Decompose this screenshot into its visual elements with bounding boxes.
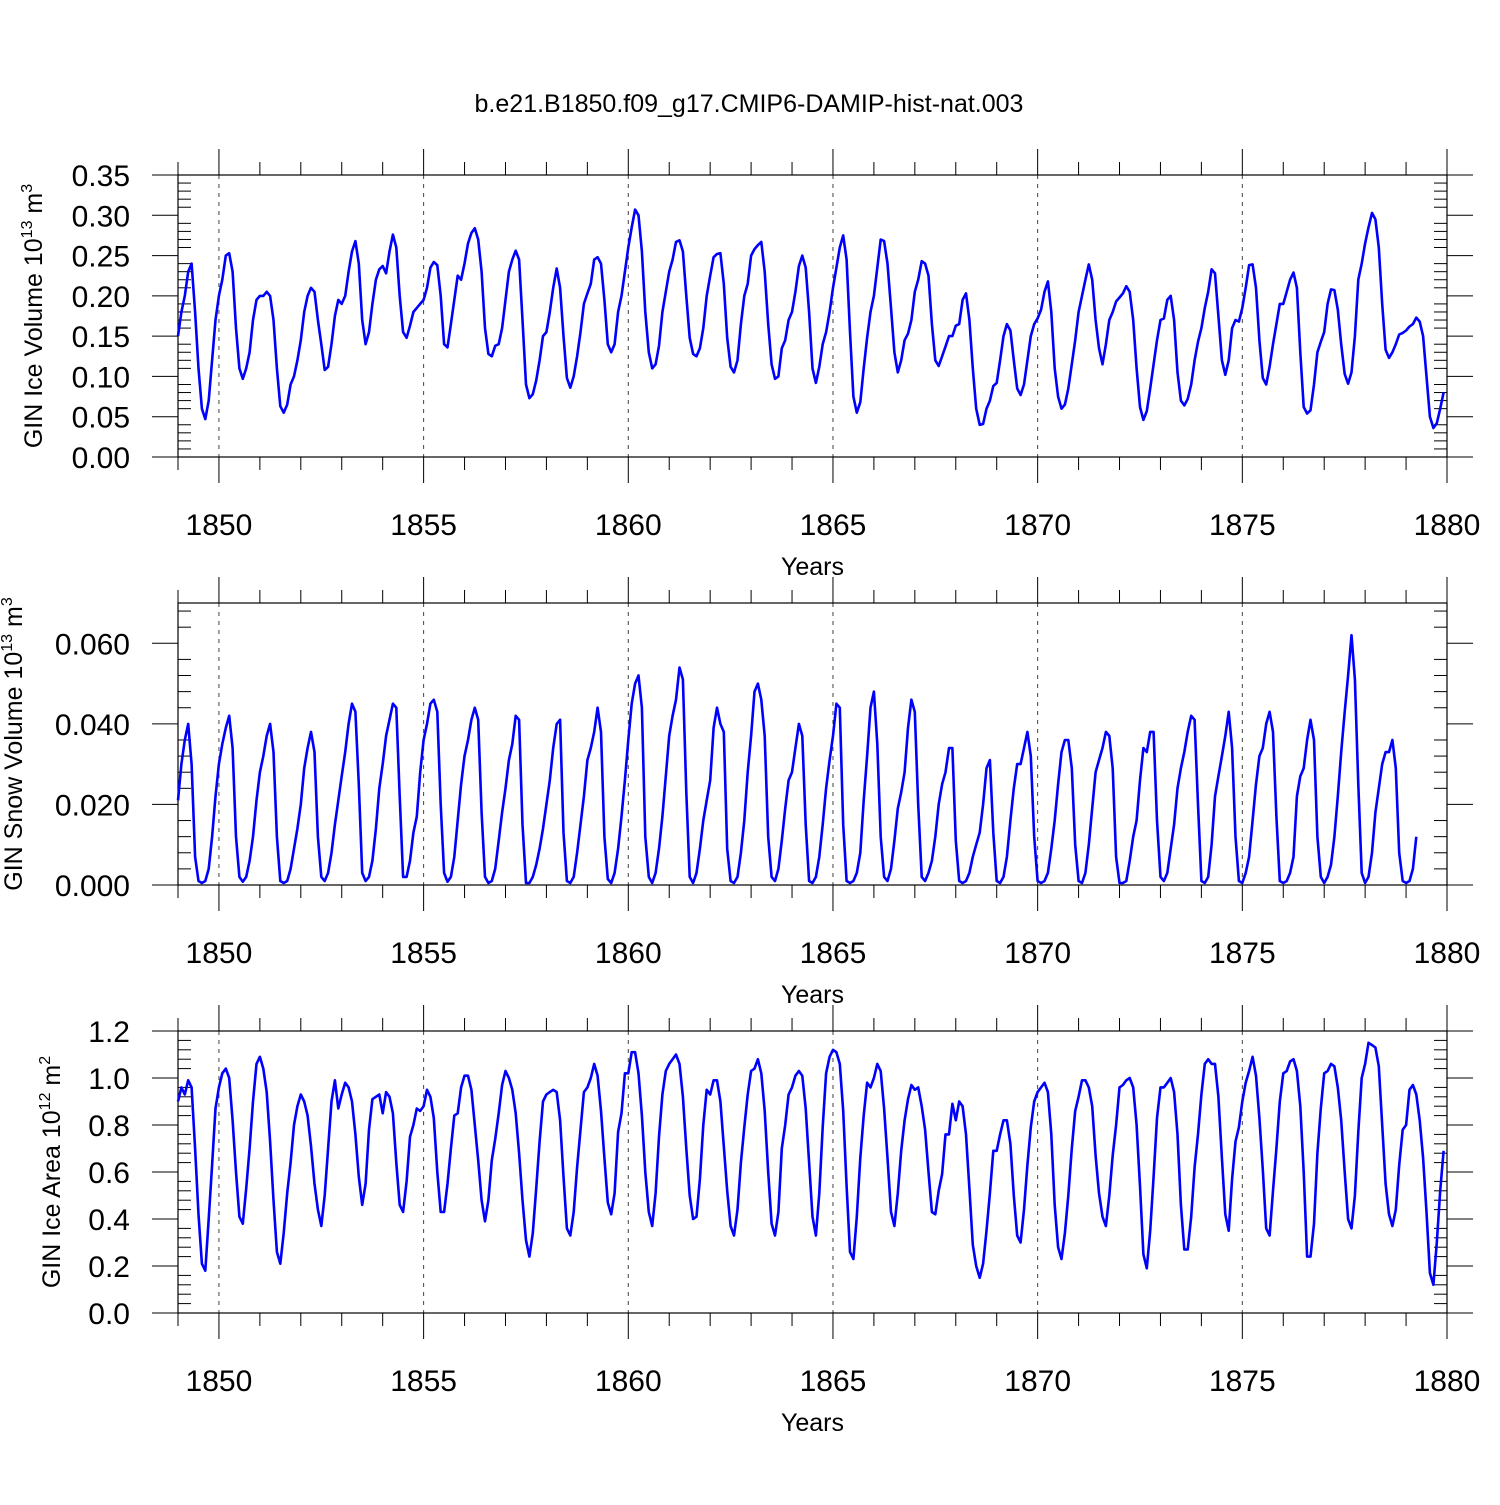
- y-axis-title-exponent: 12: [37, 1092, 54, 1110]
- x-axis-title: Years: [781, 981, 844, 1009]
- x-tick-label: 1855: [390, 937, 457, 970]
- x-tick-label: 1875: [1209, 1365, 1276, 1398]
- x-tick-label: 1870: [1004, 937, 1071, 970]
- chart-panel-3: 1850 1855 1860 1865 1870 1875 1880 0.0 0.2 0.4 0.6…: [37, 1005, 1480, 1437]
- x-axis-title: Years: [781, 553, 844, 581]
- y-axis-title-unit-exponent: 3: [19, 184, 36, 193]
- x-tick-label: 1865: [800, 509, 867, 542]
- x-axis-title: Years: [781, 1409, 844, 1437]
- series-line-1: [176, 208, 1445, 430]
- y-axis-title-main: GIN Snow Volume 10: [0, 652, 28, 891]
- y-tick-label: 0.10: [72, 361, 130, 394]
- y-tick-label: 0.05: [72, 402, 130, 435]
- y-tick-label: 0.060: [55, 628, 130, 661]
- y-tick-label: 0.2: [88, 1251, 130, 1284]
- y-tick-label: 0.20: [72, 281, 130, 314]
- y-tick-label: 0.020: [55, 789, 130, 822]
- x-tick-label: 1860: [595, 937, 662, 970]
- x-tick-label: 1875: [1209, 937, 1276, 970]
- y-tick-label: 0.35: [72, 160, 130, 193]
- x-tick-label: 1880: [1414, 1365, 1481, 1398]
- y-axis-title-unit-exponent: 2: [37, 1056, 54, 1065]
- x-tick-label: 1870: [1004, 509, 1071, 542]
- y-tick-label: 0.4: [88, 1204, 130, 1237]
- x-tick-label: 1865: [800, 937, 867, 970]
- y-axis-title-unit: m: [38, 1065, 66, 1093]
- x-tick-label: 1880: [1414, 937, 1481, 970]
- x-tick-label: 1850: [186, 1365, 253, 1398]
- y-tick-label: 0.040: [55, 709, 130, 742]
- y-tick-label: 0.8: [88, 1110, 130, 1143]
- y-tick-label: 1.0: [88, 1063, 130, 1096]
- y-tick-label: 0.00: [72, 442, 130, 475]
- y-axis-title: GIN Snow Volume 1013 m3: [0, 597, 28, 891]
- plot-frame: [177, 174, 1448, 458]
- y-axis-title-exponent: 13: [0, 634, 16, 652]
- y-tick-label: 0.6: [88, 1157, 130, 1190]
- y-axis-title-unit-exponent: 3: [0, 597, 16, 606]
- x-tick-label: 1855: [390, 1365, 457, 1398]
- y-tick-label: 0.0: [88, 1298, 130, 1331]
- y-axis-title-main: GIN Ice Volume 10: [20, 238, 48, 448]
- figure-title: b.e21.B1850.f09_g17.CMIP6-DAMIP-hist-nat…: [475, 90, 1024, 118]
- y-axis-title-exponent: 13: [19, 220, 36, 238]
- x-tick-label: 1870: [1004, 1365, 1071, 1398]
- y-tick-label: 0.25: [72, 241, 130, 274]
- y-tick-label: 1.2: [88, 1016, 130, 1049]
- y-axis-title: GIN Ice Area 1012 m2: [37, 1056, 66, 1288]
- series-line-2: [176, 633, 1418, 885]
- y-axis-title-main: GIN Ice Area 10: [38, 1110, 66, 1288]
- y-tick-label: 0.30: [72, 200, 130, 233]
- x-tick-label: 1850: [186, 937, 253, 970]
- x-tick-label: 1875: [1209, 509, 1276, 542]
- y-axis-title: GIN Ice Volume 1013 m3: [19, 184, 48, 448]
- y-axis-title-unit: m: [0, 606, 28, 634]
- plot-frame: [177, 602, 1448, 886]
- chart-panel-1: 1850 1855 1860 1865 1870 1875 1880 0.00 0.05 0.10…: [19, 149, 1480, 581]
- y-tick-label: 0.15: [72, 321, 130, 354]
- x-tick-label: 1860: [595, 509, 662, 542]
- series-line-3: [176, 1041, 1445, 1287]
- x-tick-label: 1855: [390, 509, 457, 542]
- x-tick-label: 1880: [1414, 509, 1481, 542]
- y-tick-label: 0.000: [55, 870, 130, 903]
- x-tick-label: 1865: [800, 1365, 867, 1398]
- x-tick-label: 1850: [186, 509, 253, 542]
- x-tick-label: 1860: [595, 1365, 662, 1398]
- chart-panel-2: 1850 1855 1860 1865 1870 1875 1880 0.000 0.020 0.…: [0, 577, 1480, 1009]
- y-axis-title-unit: m: [20, 193, 48, 221]
